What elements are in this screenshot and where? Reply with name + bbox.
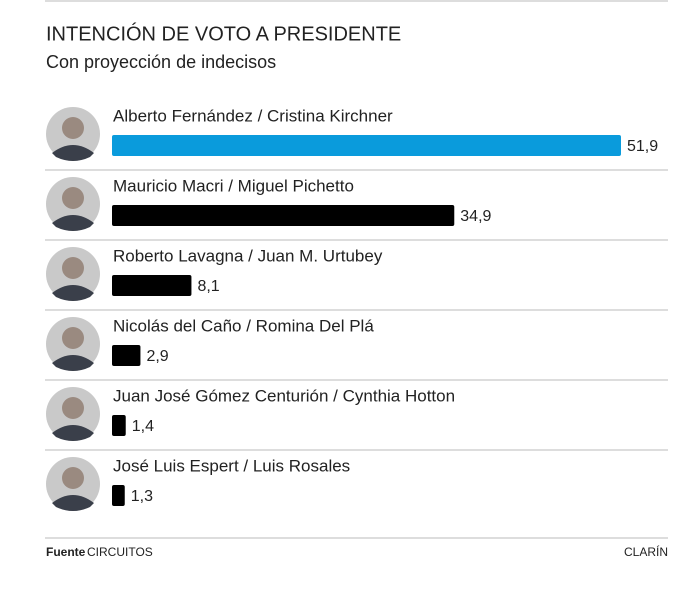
bar: [112, 205, 455, 226]
bar: [112, 135, 621, 156]
bar: [112, 415, 126, 436]
photo-body: [52, 215, 94, 231]
chart-subtitle: Con proyección de indecisos: [46, 52, 276, 72]
candidate-name: Juan José Gómez Centurión / Cynthia Hott…: [113, 386, 455, 405]
photo-head: [62, 327, 84, 349]
source: CIRCUITOS: [87, 545, 153, 559]
candidate-name: Mauricio Macri / Miguel Pichetto: [113, 176, 354, 195]
candidate-name: Nicolás del Caño / Romina Del Plá: [113, 316, 374, 335]
source-label: Fuente: [46, 545, 86, 559]
photo-body: [52, 145, 94, 161]
bar: [112, 485, 125, 506]
photo-body: [52, 495, 94, 511]
photo-head: [62, 467, 84, 489]
photo-body: [52, 355, 94, 371]
bar: [112, 345, 141, 366]
value-label: 51,9: [627, 138, 658, 155]
candidate-name: Roberto Lavagna / Juan M. Urtubey: [113, 246, 383, 265]
photo-head: [62, 397, 84, 419]
photo-body: [52, 425, 94, 441]
value-label: 1,4: [132, 418, 154, 435]
value-label: 1,3: [131, 488, 153, 505]
value-label: 2,9: [146, 348, 168, 365]
value-label: 34,9: [460, 208, 491, 225]
photo-head: [62, 257, 84, 279]
photo-head: [62, 117, 84, 139]
value-label: 8,1: [197, 278, 219, 295]
bar: [112, 275, 192, 296]
chart-title: INTENCIÓN DE VOTO A PRESIDENTE: [46, 22, 401, 45]
photo-body: [52, 285, 94, 301]
credit: CLARÍN: [624, 544, 668, 559]
photo-head: [62, 187, 84, 209]
candidate-name: José Luis Espert / Luis Rosales: [113, 456, 350, 475]
candidate-name: Alberto Fernández / Cristina Kirchner: [113, 106, 393, 125]
